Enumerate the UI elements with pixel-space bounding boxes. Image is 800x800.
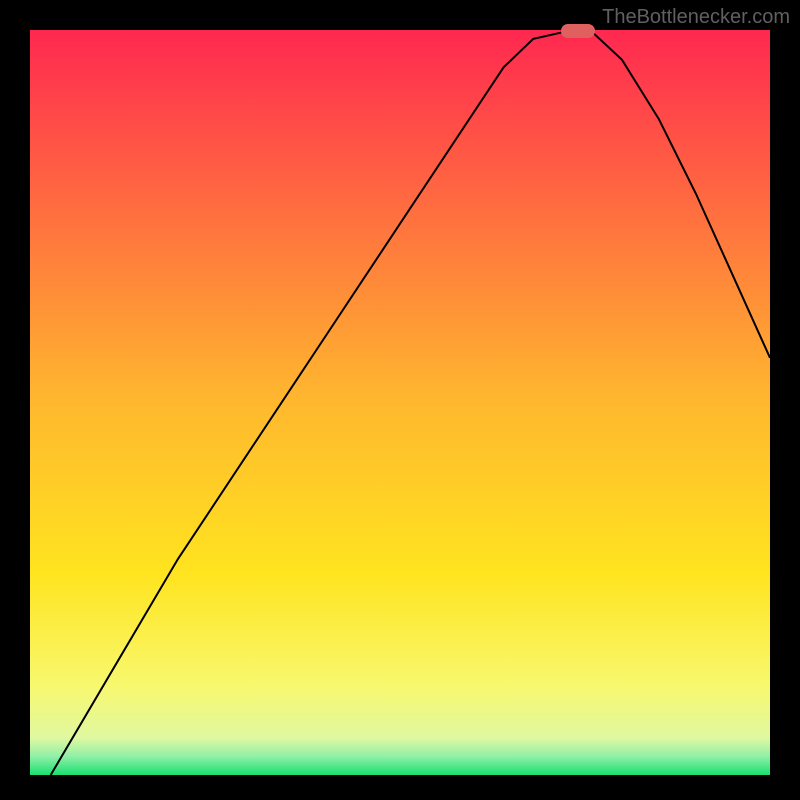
chart-plot-area xyxy=(30,30,770,775)
bottleneck-curve xyxy=(30,30,770,775)
optimal-marker xyxy=(561,24,595,38)
curve-path xyxy=(51,32,770,775)
watermark-text: TheBottlenecker.com xyxy=(602,6,790,29)
